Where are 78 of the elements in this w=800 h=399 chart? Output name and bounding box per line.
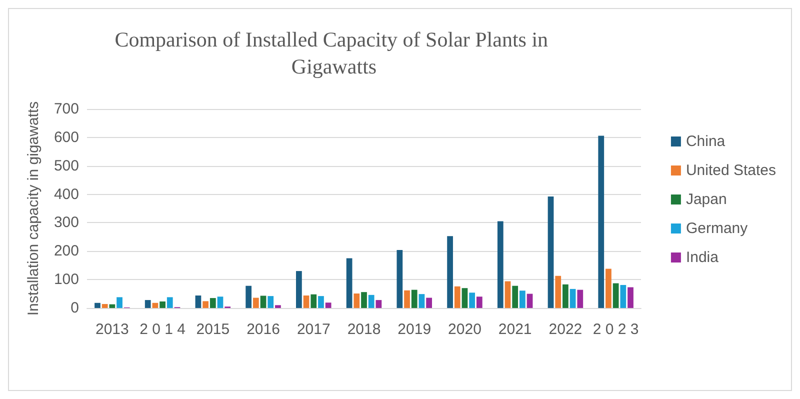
bar	[160, 301, 166, 308]
y-tick-label: 100	[54, 271, 79, 288]
bar	[275, 305, 281, 308]
bar	[296, 271, 302, 308]
chart-title: Comparison of Installed Capacity of Solar Plants in Gigawatts	[114, 28, 554, 78]
x-tick-label: 2 0 1 4	[140, 321, 186, 338]
bar	[512, 286, 518, 308]
bar	[476, 296, 482, 308]
x-tick-label: 2018	[347, 321, 381, 338]
bar	[260, 296, 266, 308]
x-tick-label: 2022	[548, 321, 582, 338]
bar	[368, 294, 374, 308]
bar	[166, 297, 173, 308]
y-tick-label: 600	[54, 128, 79, 146]
bar	[144, 300, 151, 308]
y-tick-label: 300	[54, 214, 79, 232]
bar	[454, 286, 460, 308]
bar	[520, 290, 526, 308]
bar	[469, 292, 476, 308]
legend-label: United States	[686, 162, 776, 179]
bar	[318, 296, 324, 308]
bar	[346, 258, 352, 308]
bar	[426, 298, 432, 308]
bar	[462, 288, 468, 308]
y-tick-label: 700	[54, 100, 79, 118]
bar	[548, 196, 554, 308]
bar	[570, 288, 576, 308]
bar	[94, 302, 100, 308]
legend-label: Germany	[686, 220, 748, 237]
bar	[303, 295, 310, 308]
bar	[598, 136, 604, 308]
x-tick-label: 2020	[448, 321, 482, 338]
x-tick-label: 2021	[498, 321, 532, 338]
bar	[411, 290, 418, 308]
bar	[202, 301, 208, 308]
x-tick-label: 2019	[398, 321, 432, 338]
bar	[268, 296, 274, 308]
bar	[361, 292, 367, 308]
bar	[606, 268, 612, 308]
bar	[447, 236, 453, 308]
x-tick-label: 2017	[296, 321, 330, 338]
bar	[152, 302, 158, 308]
legend-label: India	[686, 249, 720, 266]
y-tick-label: 500	[54, 157, 79, 174]
x-tick-label: 2013	[95, 321, 129, 338]
bar	[628, 287, 634, 308]
bar	[577, 290, 584, 308]
bar	[404, 290, 410, 308]
y-tick-label: 200	[54, 242, 79, 260]
bar	[620, 284, 626, 308]
bar	[526, 294, 533, 308]
bar	[102, 304, 108, 308]
x-tick-label: 2 0 2 3	[592, 321, 639, 338]
bar	[217, 296, 224, 308]
y-axis-title: Installation capacity in gigawatts	[25, 101, 42, 316]
bar	[612, 283, 619, 308]
bar	[210, 298, 216, 308]
bar	[497, 221, 504, 308]
bar	[252, 298, 259, 308]
bar	[555, 276, 562, 308]
x-tick-label: 2016	[246, 321, 280, 338]
bar	[195, 295, 202, 308]
bar	[354, 294, 360, 308]
bar	[116, 297, 122, 308]
legend-label: Japan	[686, 191, 727, 208]
bar	[246, 286, 252, 308]
bar	[504, 281, 511, 308]
bar	[562, 284, 568, 308]
x-tick-label: 2015	[196, 321, 230, 338]
bar	[310, 294, 317, 308]
bar	[376, 300, 382, 308]
bar	[325, 302, 332, 308]
y-tick-label: 400	[54, 186, 79, 203]
y-tick-label: 0	[70, 300, 79, 316]
bar	[109, 304, 116, 308]
legend-label: China	[686, 133, 726, 150]
bar	[418, 294, 425, 308]
bar	[396, 250, 403, 308]
